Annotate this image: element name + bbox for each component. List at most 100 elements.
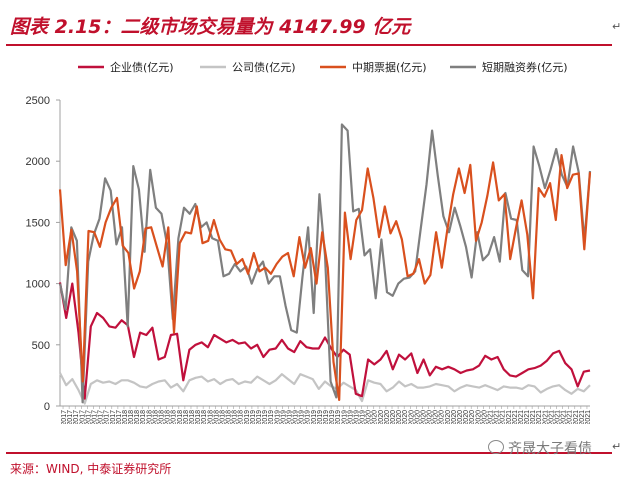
- y-tick-label: 2000: [26, 156, 50, 168]
- x-tick-label: 2017: [79, 410, 86, 426]
- x-tick-label: 2018: [152, 410, 159, 426]
- x-tick-label: 2021: [567, 410, 574, 426]
- x-tick-label: 2019: [329, 410, 336, 426]
- x-tick-label: 2017: [116, 410, 123, 426]
- x-tick-label: 2019: [274, 410, 281, 426]
- x-tick-label: 2019: [323, 410, 330, 426]
- x-tick-label: 2019: [268, 410, 275, 426]
- x-tick-label: 2020: [366, 410, 373, 426]
- x-tick-label: 2018: [201, 410, 208, 426]
- x-tick-label: 2020: [463, 410, 470, 426]
- x-tick-label: 2019: [286, 410, 293, 426]
- x-tick-label: 2019: [353, 410, 360, 426]
- title-rule: [6, 44, 612, 46]
- series-line-2: [58, 154, 592, 401]
- series-line-0: [58, 282, 591, 400]
- x-tick-label: 2018: [177, 410, 184, 426]
- x-tick-label: 2018: [146, 410, 153, 426]
- x-tick-label: 2018: [195, 410, 202, 426]
- x-tick-label: 2020: [433, 410, 440, 426]
- x-tick-label: 2019: [262, 410, 269, 426]
- x-tick-label: 2019: [360, 410, 367, 426]
- watermark-text: 齐晟大子看债: [508, 441, 592, 457]
- x-tick-label: 2019: [250, 410, 257, 426]
- x-tick-label: 2019: [256, 410, 263, 426]
- watermark: 齐晟大子看债: [488, 438, 592, 458]
- x-tick-label: 2021: [573, 410, 580, 426]
- x-tick-label: 2020: [475, 410, 482, 426]
- x-tick-label: 2019: [293, 410, 300, 426]
- legend: 企业债(亿元) 公司债(亿元) 中期票据(亿元) 短期融资券(亿元): [78, 60, 568, 74]
- x-tick-label: 2020: [445, 410, 452, 426]
- x-tick-label: 2021: [494, 410, 501, 426]
- x-tick-label: 2020: [427, 410, 434, 426]
- x-tick-label: 2021: [554, 410, 561, 426]
- legend-label-3: 短期融资券(亿元): [482, 60, 568, 74]
- x-tick-label: 2020: [408, 410, 415, 426]
- legend-label-2: 中期票据(亿元): [352, 60, 427, 74]
- x-tick-label: 2017: [73, 410, 80, 426]
- x-tick-label: 2021: [518, 410, 525, 426]
- x-tick-label: 2017: [104, 410, 111, 426]
- x-tick-label: 2021: [536, 410, 543, 426]
- y-tick-label: 2500: [26, 95, 50, 107]
- x-tick-label: 2021: [548, 410, 555, 426]
- x-tick-label: 2018: [232, 410, 239, 426]
- x-tick-label: 2018: [122, 410, 129, 426]
- series-line-3: [58, 123, 592, 404]
- x-tick-label: 2018: [140, 410, 147, 426]
- x-tick-label: 2020: [469, 410, 476, 426]
- y-tick-label: 1500: [26, 217, 50, 229]
- x-tick-label: 2019: [299, 410, 306, 426]
- title-paragraph-mark-icon: ↵: [612, 20, 622, 33]
- x-tick-label: 2021: [500, 410, 507, 426]
- x-tick-label: 2020: [451, 410, 458, 426]
- source-note: 来源：WIND, 中泰证券研究所: [10, 462, 172, 476]
- x-tick-label: 2020: [384, 410, 391, 426]
- legend-label-1: 公司债(亿元): [232, 60, 296, 74]
- x-tick-label: 2020: [439, 410, 446, 426]
- x-tick-labels: 2017 2017 2017 2017 2017 2017 2017 2017 2017 2017…: [61, 410, 592, 426]
- x-tick-label: 2017: [67, 410, 74, 426]
- x-tick-label: 2017: [61, 410, 68, 426]
- x-tick-label: 2018: [189, 410, 196, 426]
- x-tick-label: 2020: [396, 410, 403, 426]
- footer-rule: [6, 452, 612, 454]
- x-tick-label: 2020: [390, 410, 397, 426]
- y-tick-label: 500: [32, 340, 50, 352]
- x-tick-label: 2020: [420, 410, 427, 426]
- x-tick-label: 2017: [85, 410, 92, 426]
- x-tick-label: 2019: [311, 410, 318, 426]
- x-tick-label: 2020: [457, 410, 464, 426]
- x-tick-label: 2017: [110, 410, 117, 426]
- x-tick-label: 2021: [585, 410, 592, 426]
- x-tick-label: 2018: [213, 410, 220, 426]
- x-tick-label: 2020: [372, 410, 379, 426]
- x-tick-label: 2020: [414, 410, 421, 426]
- plot-area: [58, 123, 592, 405]
- x-tick-label: 2021: [530, 410, 537, 426]
- x-tick-label: 2019: [335, 410, 342, 426]
- x-tick-label: 2018: [165, 410, 172, 426]
- x-tick-label: 2018: [207, 410, 214, 426]
- x-tick-label: 2018: [134, 410, 141, 426]
- x-tick-label: 2019: [341, 410, 348, 426]
- x-tick-label: 2021: [524, 410, 531, 426]
- x-tick-label: 2018: [128, 410, 135, 426]
- x-tick-label: 2019: [347, 410, 354, 426]
- x-tick-label: 2021: [512, 410, 519, 426]
- series-line-1: [59, 372, 591, 405]
- x-tick-label: 2021: [506, 410, 513, 426]
- x-tick-label: 2018: [219, 410, 226, 426]
- x-tick-label: 2018: [183, 410, 190, 426]
- y-tick-label: 1000: [26, 279, 50, 291]
- x-tick-label: 2019: [305, 410, 312, 426]
- y-tick-label: 0: [44, 401, 50, 413]
- x-tick-label: 2020: [378, 410, 385, 426]
- x-tick-label: 2017: [92, 410, 99, 426]
- x-tick-label: 2019: [280, 410, 287, 426]
- legend-label-0: 企业债(亿元): [110, 60, 174, 74]
- x-tick-label: 2018: [226, 410, 233, 426]
- x-tick-label: 2021: [561, 410, 568, 426]
